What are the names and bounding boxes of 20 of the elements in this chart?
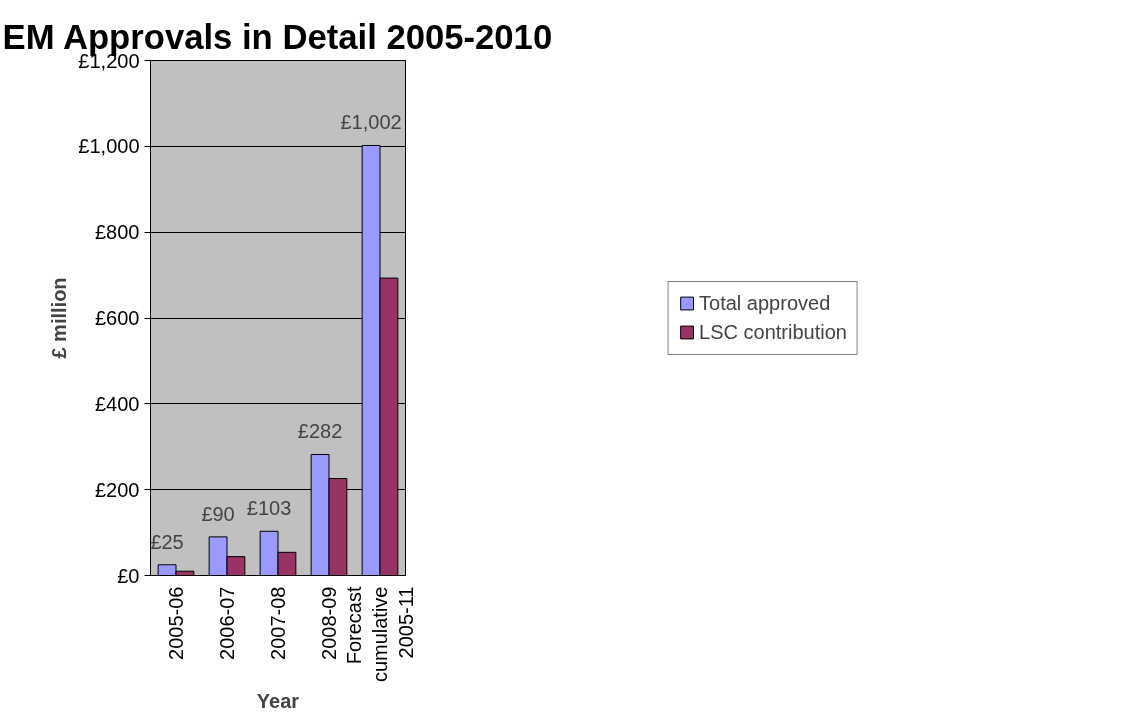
- data-label: £282: [297, 420, 343, 443]
- y-tick-label: £200: [95, 478, 140, 501]
- y-tick-label: £600: [95, 307, 140, 329]
- x-tick-label: 2005-06: [165, 586, 187, 660]
- data-label: £90: [201, 502, 235, 525]
- y-axis-title: £ million: [48, 277, 71, 359]
- x-tick-label: 2006-07: [216, 586, 238, 660]
- y-tick-label: £1,000: [78, 135, 140, 158]
- x-axis-title: Year: [256, 690, 300, 713]
- y-tick-label: £0: [117, 564, 140, 587]
- data-label: £1,002: [340, 111, 402, 134]
- legend-label: Total approved: [699, 291, 831, 315]
- x-tick-label: 2008-09: [318, 586, 340, 660]
- legend-label: LSC contribution: [699, 320, 847, 344]
- x-tick-label: Forecast cumulative 2005-11: [342, 586, 418, 683]
- y-tick-label: £800: [95, 221, 140, 244]
- y-tick-label: £400: [95, 392, 140, 415]
- x-tick-label: 2007-08: [267, 586, 289, 660]
- data-label: £103: [246, 497, 292, 520]
- data-label: £25: [150, 530, 184, 553]
